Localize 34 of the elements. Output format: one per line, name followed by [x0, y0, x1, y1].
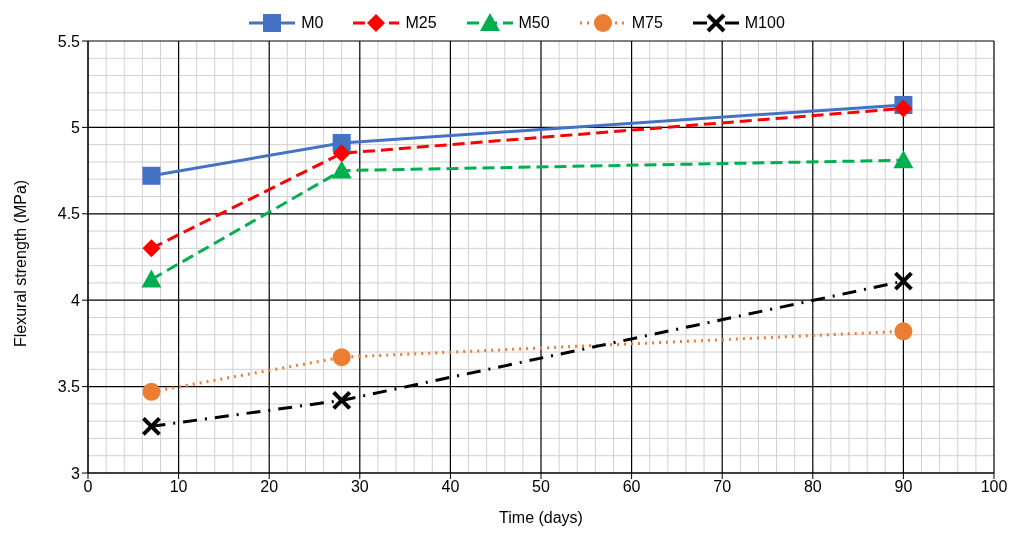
- legend-label: M0: [301, 14, 324, 32]
- legend-label: M25: [405, 14, 437, 32]
- point: [893, 150, 914, 169]
- point: [141, 269, 162, 288]
- point: [142, 382, 161, 401]
- point: [894, 322, 913, 341]
- x-tick-label: 30: [350, 478, 369, 496]
- y-tick-label: 3.5: [57, 378, 81, 396]
- x-tick-label: 70: [713, 478, 732, 496]
- y-tick-label: 4.5: [57, 205, 81, 223]
- x-tick-label: 50: [532, 478, 550, 496]
- x-tick-label: 10: [169, 478, 188, 496]
- y-tick-label: 4: [71, 291, 81, 309]
- x-tick-label: 80: [803, 478, 822, 496]
- point: [332, 348, 351, 367]
- x-tick-label: 20: [260, 478, 279, 496]
- x-tick-label: 100: [980, 478, 1008, 496]
- legend-label: M75: [631, 14, 663, 32]
- x-tick-label: 40: [441, 478, 460, 496]
- x-tick-label: 90: [894, 478, 913, 496]
- point: [894, 99, 913, 118]
- x-tick-label: 60: [622, 478, 641, 496]
- legend-label: M50: [518, 14, 550, 32]
- x-tick-label: 0: [83, 478, 93, 496]
- y-axis-title: Flexural strength (MPa): [11, 179, 29, 347]
- x-axis-title: Time (days): [499, 509, 583, 526]
- y-tick-label: 5.5: [57, 32, 81, 50]
- point: [331, 160, 352, 179]
- legend-label: M100: [744, 14, 785, 32]
- y-tick-label: 3: [71, 464, 81, 482]
- point: [332, 144, 351, 163]
- y-tick-label: 5: [71, 119, 81, 137]
- point: [142, 166, 161, 185]
- point: [142, 239, 161, 258]
